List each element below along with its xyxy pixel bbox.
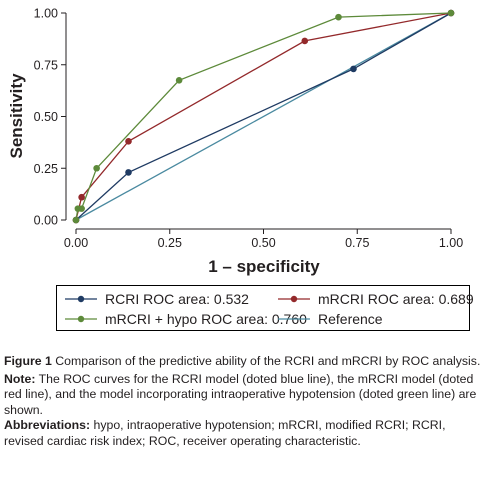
x-tick-label: 0.25 [158,236,182,250]
data-point-1 [125,138,132,145]
legend-swatch-mrcri-hypo [65,315,97,323]
legend-item-reference: Reference [278,311,383,327]
data-point-1 [78,193,85,201]
figure-label: Figure 1 [4,354,52,368]
caption-note: Note: The ROC curves for the RCRI model … [4,372,484,419]
chart-axes: 0.00 0.25 0.50 0.75 1.00 0.00 0.25 0.50 0.75 1.00 [34,7,464,251]
y-tick-label: 1.00 [34,7,58,21]
x-tick-label: 0.00 [64,236,88,250]
y-axis-label: Sensitivity [7,73,26,159]
data-point-2 [93,164,100,172]
legend-item-mrcri-hypo: mRCRI + hypo ROC area: 0.760 [65,311,307,327]
legend-label-reference: Reference [318,311,383,327]
legend-label-rcri: RCRI ROC area: 0.532 [105,291,249,307]
legend-item-mrcri: mRCRI ROC area: 0.689 [278,291,474,307]
y-tick-label: 0.75 [34,58,58,72]
data-point-0 [125,169,132,176]
series-line-0 [75,12,452,221]
figure-caption: Figure 1 Comparison of the predictive ab… [4,354,484,449]
data-point-2 [72,216,80,224]
data-point-0 [350,65,357,73]
abbr-label: Abbreviations: [4,418,91,432]
y-tick-label: 0.25 [34,162,58,176]
legend-swatch-mrcri [278,295,310,303]
note-text: The ROC curves for the RCRI model (doted… [4,371,477,417]
abbr-text: hypo, intraoperative hypotension; mRCRI,… [4,418,446,448]
roc-chart: 0.00 0.25 0.50 0.75 1.00 0.00 0.25 0.50 0.75 1.00… [7,7,464,277]
chart-legend: RCRI ROC area: 0.532 mRCRI ROC area: 0.6… [56,285,474,331]
series-line-3 [75,12,452,221]
legend-swatch-reference [278,318,310,320]
x-tick-label: 0.75 [345,236,369,250]
data-point-2 [78,205,85,212]
data-point-2 [335,13,342,21]
x-tick-label: 0.50 [251,236,275,250]
chart-series [72,9,455,224]
data-point-2 [447,9,455,17]
data-point-1 [301,37,309,45]
y-tick-label: 0.00 [34,214,58,228]
figure-text: Comparison of the predictive ability of … [55,354,481,368]
y-tick-label: 0.50 [34,110,58,124]
caption-title: Figure 1 Comparison of the predictive ab… [4,354,484,370]
legend-label-mrcri-hypo: mRCRI + hypo ROC area: 0.760 [105,311,307,327]
note-label: Note: [4,371,36,386]
legend-swatch-rcri [65,295,97,303]
legend-label-mrcri: mRCRI ROC area: 0.689 [318,291,474,307]
legend-item-rcri: RCRI ROC area: 0.532 [65,291,249,307]
x-axis-label: 1 – specificity [208,257,320,276]
data-point-2 [175,76,183,84]
x-tick-label: 1.00 [439,236,463,250]
caption-abbreviations: Abbreviations: hypo, intraoperative hypo… [4,418,484,449]
